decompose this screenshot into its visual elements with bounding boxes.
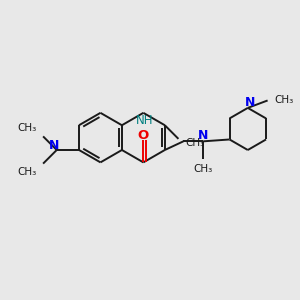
Text: N: N bbox=[198, 129, 208, 142]
Text: CH₃: CH₃ bbox=[17, 123, 36, 134]
Text: N: N bbox=[245, 96, 256, 109]
Text: CH₃: CH₃ bbox=[194, 164, 213, 174]
Text: N: N bbox=[49, 139, 59, 152]
Text: CH₃: CH₃ bbox=[17, 167, 36, 177]
Text: O: O bbox=[138, 129, 149, 142]
Text: CH₃: CH₃ bbox=[274, 95, 294, 106]
Text: NH: NH bbox=[136, 114, 153, 127]
Text: CH₃: CH₃ bbox=[185, 138, 205, 148]
